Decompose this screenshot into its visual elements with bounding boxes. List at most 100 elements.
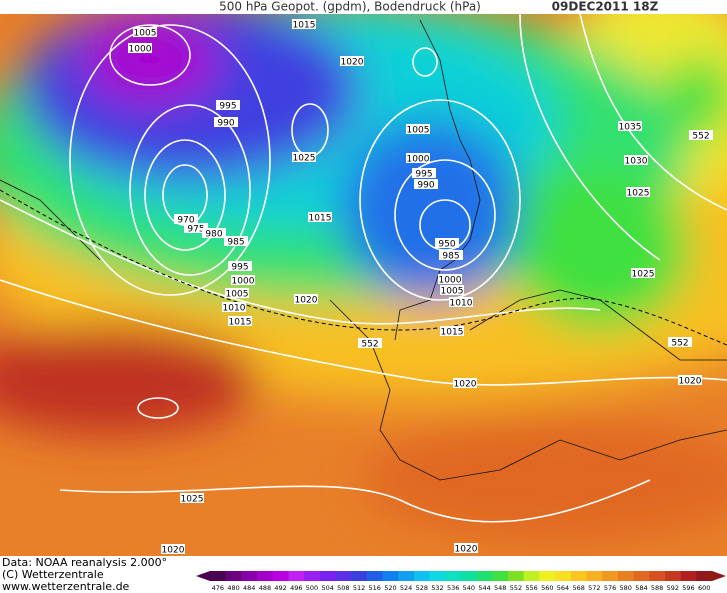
colorbar-segment (539, 571, 556, 581)
colorbar-segment (288, 571, 305, 581)
isobar-label: 970 (177, 216, 194, 226)
label-box (133, 27, 157, 37)
label-box (228, 261, 252, 271)
isobar-label: 1005 (134, 29, 157, 39)
isobar-label: 1025 (632, 270, 655, 280)
label-box (449, 297, 473, 307)
isobar-label: 1005 (226, 290, 249, 300)
isobar-label: 950 (438, 240, 455, 250)
colorbar-segment (225, 571, 242, 581)
isobar-label: 1010 (450, 299, 473, 309)
isobar-label: 552 (692, 132, 709, 142)
label-box (440, 326, 464, 336)
colorbar-segment (461, 571, 478, 581)
colorbar-tick-label: 568 (572, 584, 584, 592)
colorbar-segment (429, 571, 446, 581)
label-box (161, 544, 185, 554)
colorbar-segment (366, 571, 384, 581)
colorbar-tick-label: 536 (447, 584, 459, 592)
colorbar-tick-label: 488 (259, 584, 271, 592)
colorbar-tick-label: 520 (384, 584, 396, 592)
isobar-label: 1000 (439, 276, 462, 286)
label-box (453, 378, 477, 388)
isobar-label: 1000 (407, 155, 430, 165)
isobar-label: 1030 (625, 157, 648, 167)
colorbar-tick-label: 532 (431, 584, 443, 592)
colorbar-tick-label: 552 (510, 584, 522, 592)
colorbar-segment (445, 571, 462, 581)
isobar-label: 1025 (181, 495, 204, 505)
isobar-label: 990 (417, 181, 434, 191)
label-box (678, 375, 702, 385)
label-box (294, 294, 318, 304)
label-box (216, 100, 240, 110)
label-box (224, 236, 248, 246)
colorbar-tick-label: 564 (557, 584, 569, 592)
label-box (340, 56, 364, 66)
isobar-label: 1020 (455, 545, 478, 555)
label-box (292, 152, 316, 162)
label-box (454, 543, 478, 553)
colorbar-segment (351, 571, 368, 581)
colorbar-segment (649, 571, 666, 581)
label-box (412, 168, 436, 178)
colorbar-segment (570, 571, 587, 581)
label-box (626, 187, 650, 197)
isobar-label: 1025 (627, 189, 650, 199)
isobar-label: 1005 (441, 287, 464, 297)
label-box (214, 117, 238, 127)
colorbar-segment (304, 571, 321, 581)
colorbar-segment (664, 571, 682, 581)
colorbar-tick-label: 540 (463, 584, 475, 592)
colorbar-segment (382, 571, 399, 581)
label-box (689, 130, 713, 140)
colorbar-arrow-left (196, 571, 210, 581)
isobar-label: 995 (415, 170, 432, 180)
isobar-label: 552 (671, 339, 688, 349)
label-box (414, 179, 438, 189)
isobar-label: 995 (219, 102, 236, 112)
label-box (292, 19, 316, 29)
colorbar-tick-label: 516 (369, 584, 381, 592)
label-box (128, 43, 152, 53)
colorbar-segment (617, 571, 635, 581)
colorbar-tick-label: 504 (321, 584, 333, 592)
isobar-label: 1020 (341, 58, 364, 68)
label-box (358, 338, 382, 348)
colorbar-segment (476, 571, 493, 581)
map-title: 500 hPa Geopot. (gpdm), Bodendruck (hPa) (219, 0, 481, 14)
colorbar-tick-label: 508 (337, 584, 349, 592)
isobar-label: 1005 (407, 126, 430, 136)
colorbar-segment (319, 571, 336, 581)
colorbar-segment (633, 571, 650, 581)
label-box (174, 214, 198, 224)
colorbar-segment (696, 571, 713, 581)
colorbar-tick-label: 496 (290, 584, 302, 592)
isobar-label: 1020 (679, 377, 702, 387)
isobar-label: 980 (205, 230, 222, 240)
colorbar-segment (413, 571, 431, 581)
colorbar-segment (680, 571, 697, 581)
colorbar-tick-label: 512 (353, 584, 365, 592)
colorbar-tick-label: 556 (525, 584, 537, 592)
url: www.wetterzentrale.de (2, 580, 130, 593)
colorbar-tick-label: 580 (620, 584, 632, 592)
colorbar-tick-label: 476 (212, 584, 224, 592)
colorbar-tick-label: 572 (588, 584, 600, 592)
isobar-label: 995 (231, 263, 248, 273)
isobar-label: 975 (187, 225, 204, 235)
label-box (222, 302, 246, 312)
colorbar-tick-label: 560 (541, 584, 553, 592)
label-box (231, 275, 255, 285)
label-box (406, 124, 430, 134)
colorbar-tick-label: 596 (682, 584, 694, 592)
isobar-label: 552 (361, 340, 378, 350)
label-box (435, 238, 459, 248)
colorbar-tick-label: 528 (416, 584, 428, 592)
isobar-label: 990 (217, 119, 234, 129)
colorbar-segment (523, 571, 540, 581)
map-date: 09DEC2011 18Z (552, 0, 659, 14)
label-box (180, 493, 204, 503)
